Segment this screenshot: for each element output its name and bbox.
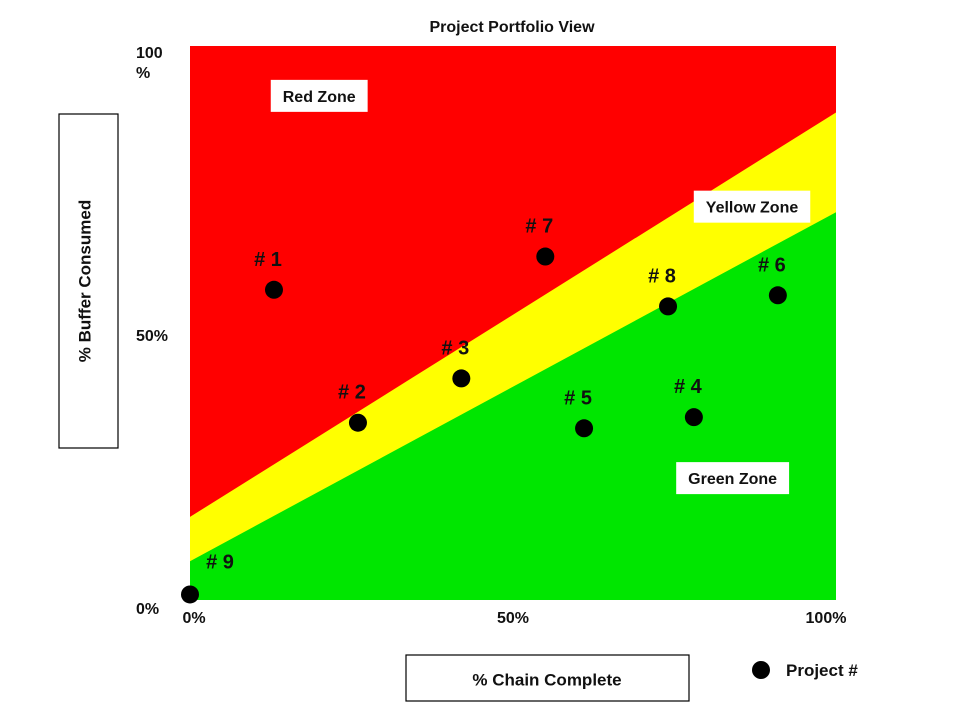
project-point: # 2 (338, 382, 367, 432)
y-tick-label: 0% (136, 601, 159, 618)
project-point-marker (768, 286, 787, 305)
project-point: # 5 (564, 387, 594, 438)
yellow-zone-label: Yellow Zone (693, 190, 811, 223)
project-point-marker (181, 585, 199, 604)
legend-marker (752, 661, 770, 679)
project-point-marker (264, 280, 283, 299)
legend-label: Project # (786, 661, 858, 680)
project-point-label: # 4 (674, 376, 703, 398)
project-point: # 1 (254, 249, 283, 299)
project-points: # 1 # 2 # 3 # 4 # 5 # 6 # 7 # 8 # 9 (181, 216, 787, 604)
project-point-label: # 6 (758, 254, 786, 276)
green-zone-label-text: Green Zone (688, 471, 777, 488)
x-tick-label: 0% (182, 610, 205, 627)
yellow-zone-label-text: Yellow Zone (706, 200, 799, 217)
red-zone-label: Red Zone (270, 79, 368, 112)
x-axis-ticks: 0% 50% 100% (182, 610, 846, 627)
project-point-marker (684, 408, 703, 427)
y-axis-label-box (58, 113, 119, 449)
zone-areas (190, 46, 836, 600)
red-zone-label-box (270, 79, 368, 112)
chart-title: Project Portfolio View (429, 19, 595, 36)
red-zone-label-text: Red Zone (283, 89, 356, 106)
x-axis-label-box (405, 654, 690, 702)
project-point: # 6 (758, 254, 787, 305)
yellow-zone-label-box (693, 190, 811, 223)
green-zone-label: Green Zone (676, 462, 790, 495)
project-point: # 9 (181, 551, 234, 604)
x-tick-label: 50% (497, 610, 529, 627)
y-tick-label: 100% (136, 45, 163, 82)
project-point-marker (659, 297, 678, 316)
y-axis-ticks: 100 % 50% 0% (136, 45, 168, 618)
green-zone-label-box (676, 462, 790, 495)
project-point-label: # 5 (564, 387, 592, 409)
project-point-label: # 1 (254, 249, 282, 271)
project-point: # 4 (674, 376, 703, 427)
zone-labels: Red Zone Yellow Zone Green Zone (270, 79, 811, 495)
project-point-marker (536, 247, 555, 266)
x-tick-label: 100% (806, 610, 847, 627)
project-point: # 7 (525, 216, 555, 266)
project-point-label: # 7 (525, 216, 553, 238)
project-point-marker (348, 413, 367, 432)
project-point-label: # 9 (206, 551, 234, 573)
project-point-label: # 3 (441, 337, 469, 359)
project-point-label: # 8 (648, 265, 676, 287)
project-point: # 3 (441, 337, 471, 388)
project-point-marker (575, 419, 594, 438)
project-point: # 8 (648, 265, 678, 316)
x-axis-label: % Chain Complete (472, 670, 621, 689)
project-point-label: # 2 (338, 382, 366, 404)
project-point-marker (452, 369, 471, 388)
y-tick-label: 50% (136, 328, 168, 345)
y-axis-label: % Buffer Consumed (75, 200, 94, 362)
